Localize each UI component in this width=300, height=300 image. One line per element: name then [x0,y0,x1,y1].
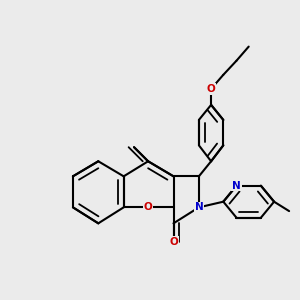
Text: O: O [207,84,215,94]
Text: N: N [194,202,203,212]
Text: O: O [169,237,178,247]
Text: N: N [232,181,241,191]
Text: O: O [144,202,152,212]
